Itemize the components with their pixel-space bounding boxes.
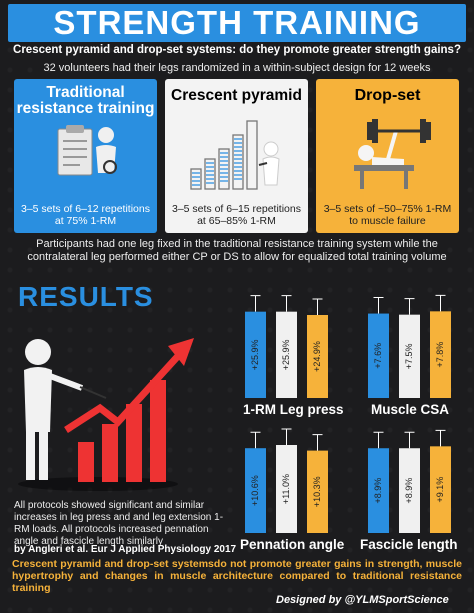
data-label-fascicle-length-1: +8.9% [404, 478, 414, 504]
card-traditional-title: Traditional resistance training [16, 84, 155, 117]
spring-pyramid-icon [190, 120, 280, 190]
bar-muscle-csa-1 [399, 314, 420, 398]
data-label-pennation-angle-0: +10.6% [250, 475, 260, 506]
data-label-muscle-csa-2: +7.8% [435, 342, 445, 368]
bar-muscle-csa-0 [368, 313, 389, 398]
data-label-pennation-angle-1: +11.0% [281, 474, 291, 504]
bar-fascicle-length-2 [430, 446, 451, 533]
error-bar-pennation-angle-2 [312, 434, 323, 451]
card-drop-set: Drop-set 3–5 sets of ~50–75% 1-RM to mus… [316, 79, 459, 233]
data-label-fascicle-length-2: +9.1% [435, 477, 445, 503]
chart-title-fascicle-length: Fascicle length [360, 537, 458, 552]
error-bar-pennation-angle-1 [281, 428, 292, 445]
bar-leg-press-1 [276, 311, 297, 398]
bar-muscle-csa-2 [430, 311, 451, 398]
conclusion: Crescent pyramid and drop-set systemsdo … [12, 558, 462, 594]
data-label-pennation-angle-2: +10.3% [312, 476, 322, 507]
error-bar-fascicle-length-1 [404, 431, 415, 449]
error-bar-fascicle-length-2 [435, 429, 446, 447]
bar-leg-press-2 [307, 315, 328, 398]
error-bar-leg-press-1 [281, 295, 292, 312]
data-label-leg-press-0: +25.9% [250, 339, 260, 370]
card-traditional: Traditional resistance training 3–5 sets… [14, 79, 157, 233]
error-bar-muscle-csa-0 [373, 297, 384, 314]
error-bar-muscle-csa-1 [404, 298, 415, 315]
citation: by Angleri et al. Eur J Applied Physiolo… [14, 544, 237, 555]
error-bar-fascicle-length-0 [373, 431, 384, 449]
bar-leg-press-0 [245, 311, 266, 398]
bar-pennation-angle-1 [276, 445, 297, 533]
bar-pennation-angle-0 [245, 448, 266, 533]
clipboard-figure-icon [57, 125, 117, 176]
chart-title-leg-press: 1-RM Leg press [243, 402, 344, 417]
error-bar-leg-press-2 [312, 298, 323, 315]
card-crescent-pyramid: Crescent pyramid 3–5 sets of 6–15 repeti… [165, 79, 308, 233]
data-label-fascicle-length-0: +8.9% [373, 478, 383, 504]
data-label-muscle-csa-1: +7.5% [404, 343, 414, 369]
chart-title-muscle-csa: Muscle CSA [371, 402, 450, 417]
results-summary: All protocols showed significant and sim… [14, 500, 224, 547]
title-banner: STRENGTH TRAINING [8, 4, 466, 42]
card-crescent-pyramid-description: 3–5 sets of 6–15 repetitions at 65–85% 1… [171, 203, 301, 227]
card-drop-set-title: Drop-set [354, 87, 421, 104]
card-drop-set-description: 3–5 sets of ~50–75% 1-RM to muscle failu… [323, 203, 452, 227]
presenter-growth-chart-icon [18, 338, 194, 491]
data-label-muscle-csa-0: +7.6% [373, 343, 383, 369]
chart-title-pennation-angle: Pennation angle [240, 537, 345, 552]
designer-credit: Designed by @YLMSportScience [276, 594, 449, 606]
bench-press-figure-icon [354, 119, 431, 189]
page-title: STRENGTH TRAINING [53, 4, 421, 41]
bar-fascicle-length-0 [368, 448, 389, 533]
study-design-note: 32 volunteers had their legs randomized … [43, 62, 431, 74]
card-traditional-description: 3–5 sets of 6–12 repetitions at 75% 1-RM [20, 203, 150, 227]
card-crescent-pyramid-title: Crescent pyramid [171, 87, 302, 104]
error-bar-leg-press-0 [250, 295, 261, 312]
data-label-leg-press-1: +25.9% [281, 339, 291, 370]
participants-note: Participants had one leg fixed in the tr… [27, 238, 447, 263]
bar-pennation-angle-2 [307, 450, 328, 533]
subtitle: Crescent pyramid and drop-set systems: d… [13, 44, 461, 56]
error-bar-muscle-csa-2 [435, 294, 446, 312]
results-title: RESULTS [18, 281, 154, 312]
error-bar-pennation-angle-0 [250, 431, 261, 449]
data-label-leg-press-2: +24.9% [312, 341, 322, 372]
bar-fascicle-length-1 [399, 448, 420, 533]
